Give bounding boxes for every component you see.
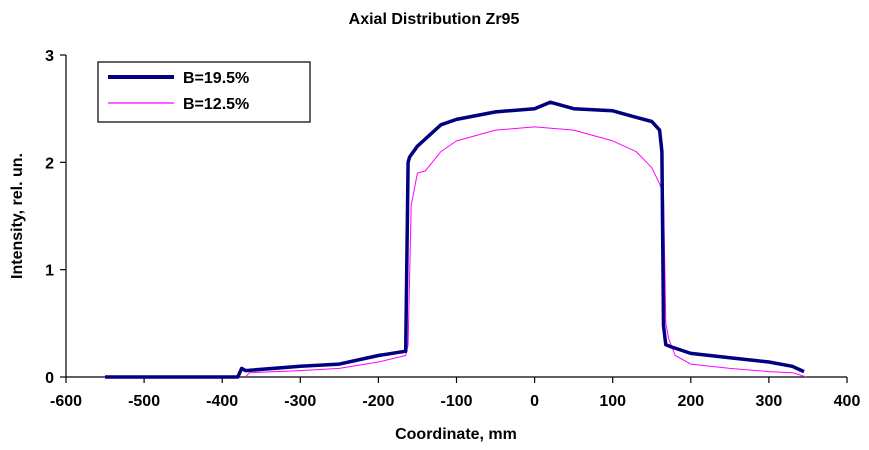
x-tick-label: -500 — [128, 393, 160, 410]
y-tick-label: 0 — [45, 370, 54, 387]
x-tick-label: -300 — [284, 393, 316, 410]
legend-label-series-2: B=12.5% — [183, 96, 249, 113]
x-axis-label: Coordinate, mm — [395, 426, 517, 443]
x-tick-label: -400 — [206, 393, 238, 410]
legend: B=19.5% B=12.5% — [97, 61, 311, 123]
y-tick-label: 3 — [45, 48, 54, 65]
series-line-1 — [105, 100, 805, 379]
y-axis-label: Intensity, rel. un. — [9, 153, 26, 279]
legend-box — [97, 61, 311, 123]
y-tick-label: 1 — [45, 263, 54, 280]
legend-label-series-1: B=19.5% — [183, 70, 249, 87]
series-group — [105, 100, 807, 379]
x-tick-label: 300 — [756, 393, 783, 410]
x-tick-label: -600 — [50, 393, 82, 410]
x-tick-label: -200 — [362, 393, 394, 410]
x-ticks: -600 -500 -400 -300 -200 -100 0 100 200 300 400 — [50, 377, 860, 410]
y-ticks: 0 1 2 3 — [45, 48, 66, 387]
x-tick-label: 200 — [677, 393, 704, 410]
series-line-2 — [245, 126, 807, 378]
x-tick-label: 400 — [834, 393, 861, 410]
x-tick-label: 0 — [530, 393, 539, 410]
y-tick-label: 2 — [45, 155, 54, 172]
chart-title: Axial Distribution Zr95 — [349, 11, 520, 28]
x-tick-label: -100 — [440, 393, 472, 410]
x-tick-label: 100 — [599, 393, 626, 410]
